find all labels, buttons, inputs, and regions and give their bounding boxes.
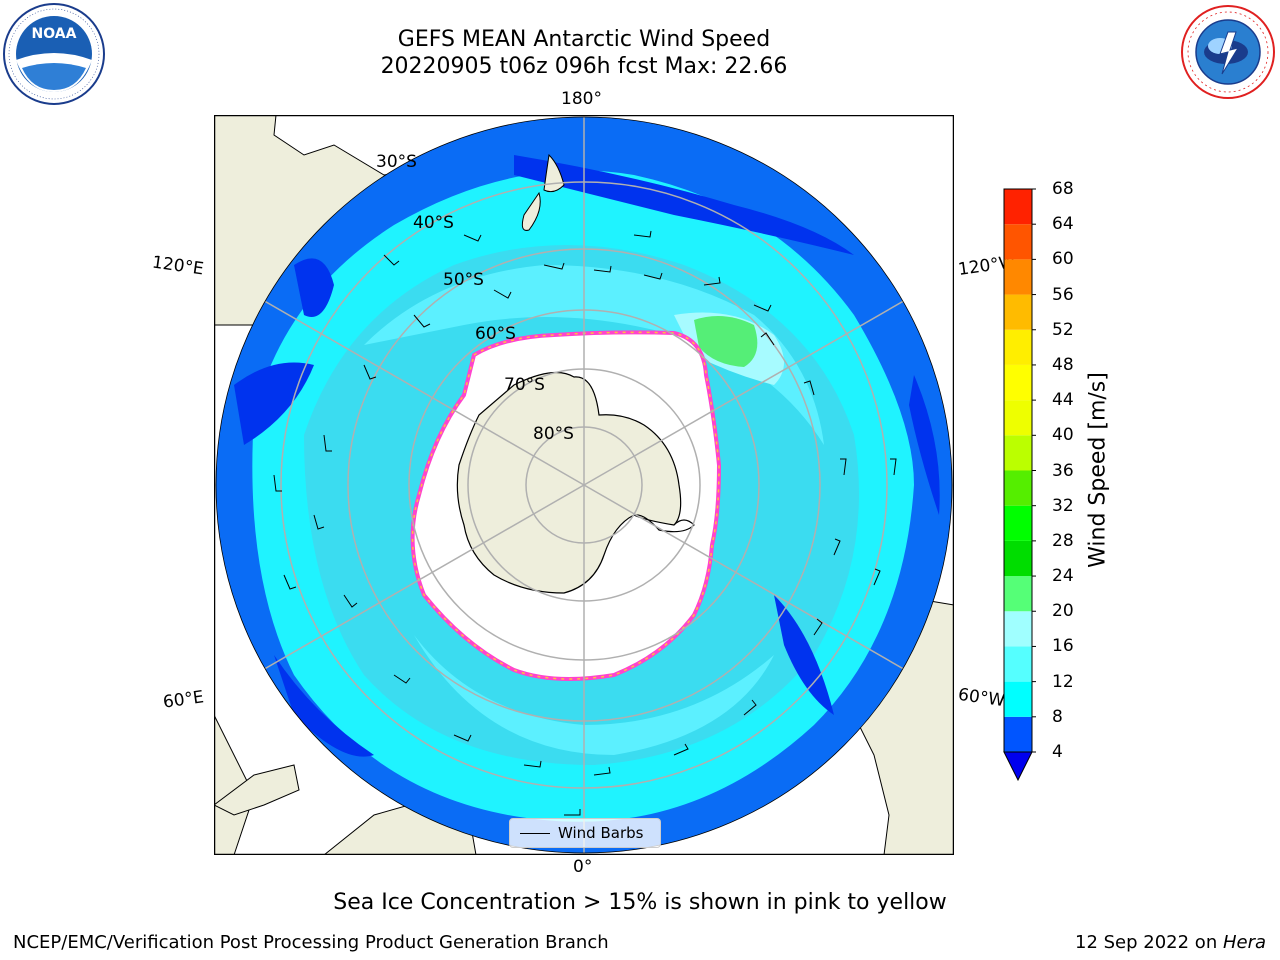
- colorbar-bin: [1004, 435, 1032, 471]
- map-frame: [214, 115, 954, 855]
- colorbar-tick-label: 20: [1052, 601, 1074, 622]
- chart-title: GEFS MEAN Antarctic Wind Speed: [397, 27, 771, 52]
- wind-barbs: [273, 230, 897, 816]
- colorbar-bin: [1004, 646, 1032, 682]
- colorbar-tick-label: 68: [1052, 179, 1074, 199]
- lon-label-60w: 60°W: [956, 684, 1007, 712]
- colorbar-bin: [1004, 576, 1032, 612]
- colorbar-bin: [1004, 611, 1032, 647]
- colorbar-bin: [1004, 716, 1032, 752]
- footer-date: 12 Sep 2022 on Hera: [1075, 932, 1266, 953]
- colorbar-tick-label: 40: [1052, 425, 1074, 446]
- colorbar-extend-arrow: [1003, 751, 1033, 782]
- colorbar-tick-label: 8: [1052, 706, 1063, 727]
- colorbar-bin: [1004, 189, 1032, 225]
- colorbar-tick-label: 44: [1052, 390, 1074, 411]
- colorbar-tick-label: 24: [1052, 566, 1074, 587]
- colorbar-tick-label: 4: [1052, 742, 1063, 762]
- nws-logo: [1181, 5, 1275, 99]
- graticule: [216, 117, 952, 853]
- colorbar-bin: [1004, 259, 1032, 295]
- legend-line-swatch: [520, 832, 550, 834]
- lat-label-30s: 30°S: [376, 152, 417, 172]
- colorbar-tick-label: 28: [1052, 530, 1074, 551]
- colorbar-bin: [1004, 540, 1032, 577]
- colorbar-tick-label: 32: [1052, 495, 1074, 516]
- noaa-logo-text: NOAA: [32, 26, 77, 42]
- colorbar-bin: [1004, 400, 1032, 436]
- colorbar-tick-label: 16: [1052, 636, 1074, 657]
- lat-label-50s: 50°S: [443, 270, 484, 290]
- colorbar-bin: [1004, 224, 1032, 260]
- polar-map: [214, 115, 954, 855]
- lat-label-40s: 40°S: [413, 213, 454, 233]
- lon-label-60e: 60°E: [161, 687, 206, 713]
- colorbar-tick-label: 12: [1052, 671, 1074, 692]
- colorbar-tick-label: 60: [1052, 249, 1074, 270]
- noaa-logo: NOAA: [3, 3, 105, 105]
- footer-credit: NCEP/EMC/Verification Post Processing Pr…: [13, 932, 609, 953]
- wind-barbs-legend: Wind Barbs: [509, 818, 661, 848]
- colorbar-bin: [1004, 294, 1032, 330]
- lat-label-60s: 60°S: [475, 324, 516, 344]
- chart-subtitle: 20220905 t06z 096h fcst Max: 22.66: [380, 54, 788, 79]
- colorbar-bin: [1004, 470, 1032, 506]
- wind-speed-field: [216, 117, 952, 853]
- sea-ice-caption: Sea Ice Concentration > 15% is shown in …: [333, 890, 947, 915]
- colorbar-tick-label: 36: [1052, 460, 1074, 481]
- colorbar-tick-label: 56: [1052, 284, 1074, 305]
- colorbar-tick-label: 64: [1052, 214, 1074, 235]
- colorbar: [1003, 188, 1036, 782]
- lat-label-80s: 80°S: [533, 424, 574, 444]
- colorbar-bin: [1004, 681, 1032, 717]
- lon-label-0: 0°: [573, 857, 593, 877]
- colorbar-tick-label: 52: [1052, 319, 1074, 340]
- colorbar-bin: [1004, 329, 1032, 365]
- colorbar-tick-label: 48: [1052, 354, 1074, 375]
- lon-label-120e: 120°E: [150, 252, 205, 280]
- colorbar-bin: [1004, 364, 1032, 401]
- lon-label-180: 180°: [561, 89, 602, 109]
- lat-label-70s: 70°S: [504, 375, 545, 395]
- colorbar-bin: [1004, 505, 1032, 541]
- legend-label: Wind Barbs: [558, 824, 644, 842]
